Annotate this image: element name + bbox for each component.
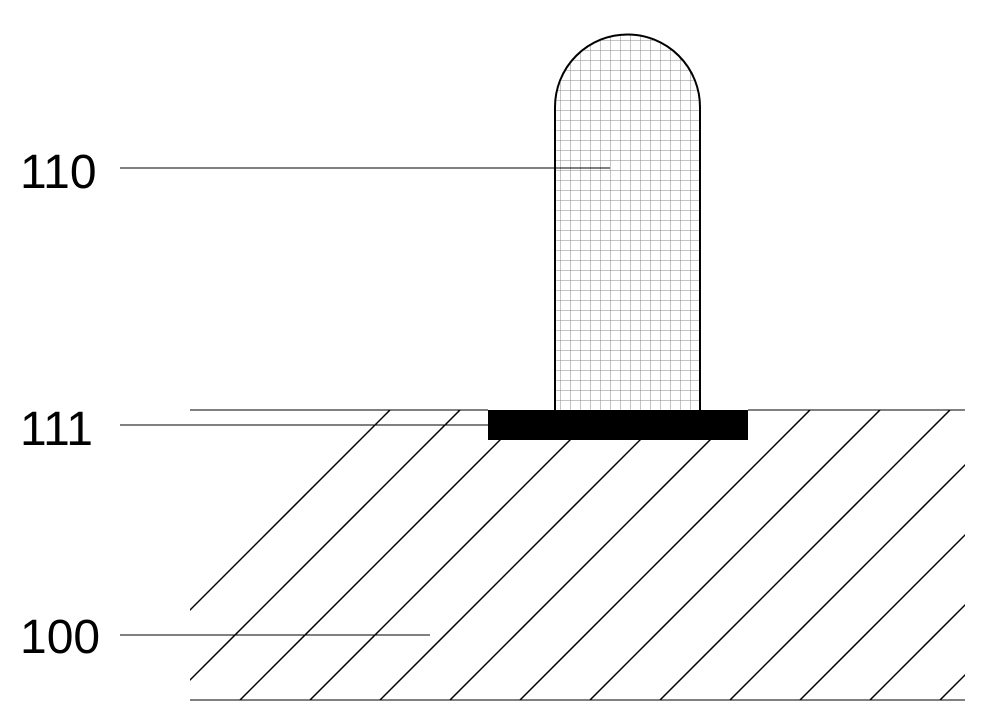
black-bar-111 — [488, 410, 748, 440]
substrate-hatch — [100, 410, 1000, 700]
diagram-svg — [0, 0, 1000, 707]
pillar-110 — [550, 30, 710, 415]
